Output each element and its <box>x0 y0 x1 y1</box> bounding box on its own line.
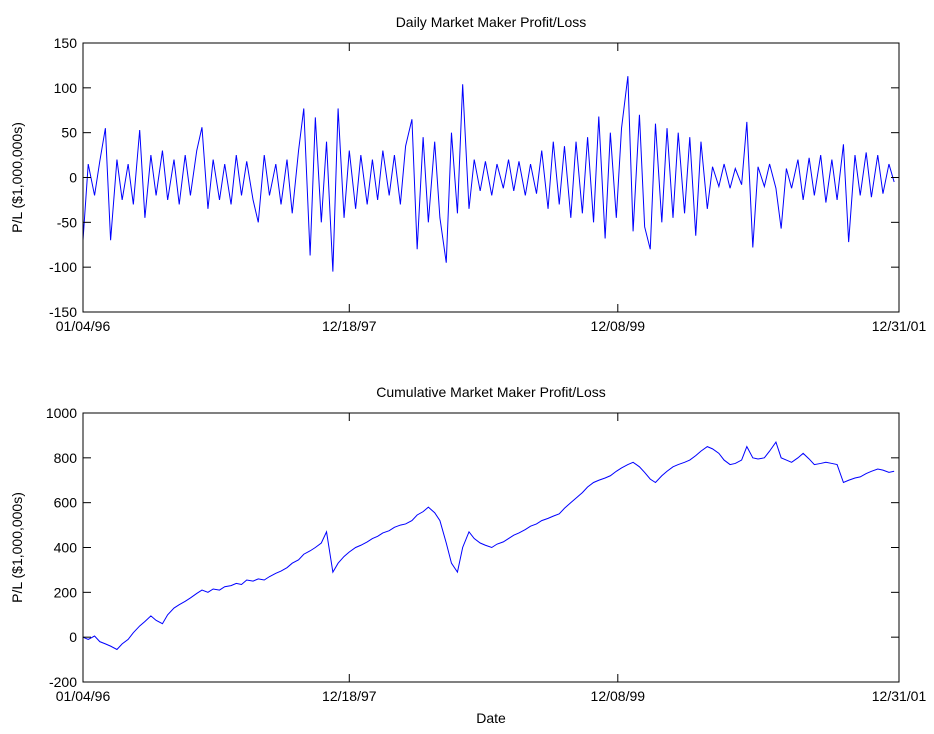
y-tick-label: 50 <box>61 125 77 141</box>
x-tick-label: 12/08/99 <box>591 318 646 334</box>
y-tick-label: 0 <box>69 629 77 645</box>
y-tick-label: -50 <box>57 214 77 230</box>
y-tick-label: 150 <box>54 35 78 51</box>
x-tick-label: 12/31/01 <box>872 688 927 704</box>
data-line <box>82 76 895 272</box>
y-tick-label: 400 <box>54 540 78 556</box>
x-axis-label: Date <box>476 710 506 726</box>
plot-area <box>83 43 899 312</box>
y-tick-label: 1000 <box>46 405 77 421</box>
y-axis-label: P/L ($1,000,000s) <box>9 492 25 603</box>
y-axis-label: P/L ($1,000,000s) <box>9 122 25 233</box>
x-tick-label: 01/04/96 <box>56 688 111 704</box>
y-tick-label: 100 <box>54 80 78 96</box>
y-tick-label: 0 <box>69 170 77 186</box>
x-tick-label: 12/18/97 <box>322 688 377 704</box>
data-line <box>82 441 895 651</box>
y-tick-label: 600 <box>54 495 78 511</box>
x-tick-label: 12/31/01 <box>872 318 927 334</box>
chart-title: Cumulative Market Maker Profit/Loss <box>376 384 606 400</box>
chart-title: Daily Market Maker Profit/Loss <box>396 14 587 30</box>
y-tick-label: -200 <box>49 674 77 690</box>
y-tick-label: 200 <box>54 584 78 600</box>
y-tick-label: -100 <box>49 259 77 275</box>
y-tick-label: -150 <box>49 304 77 320</box>
x-tick-label: 12/18/97 <box>322 318 377 334</box>
y-tick-label: 800 <box>54 450 78 466</box>
x-tick-label: 12/08/99 <box>591 688 646 704</box>
x-tick-label: 01/04/96 <box>56 318 111 334</box>
